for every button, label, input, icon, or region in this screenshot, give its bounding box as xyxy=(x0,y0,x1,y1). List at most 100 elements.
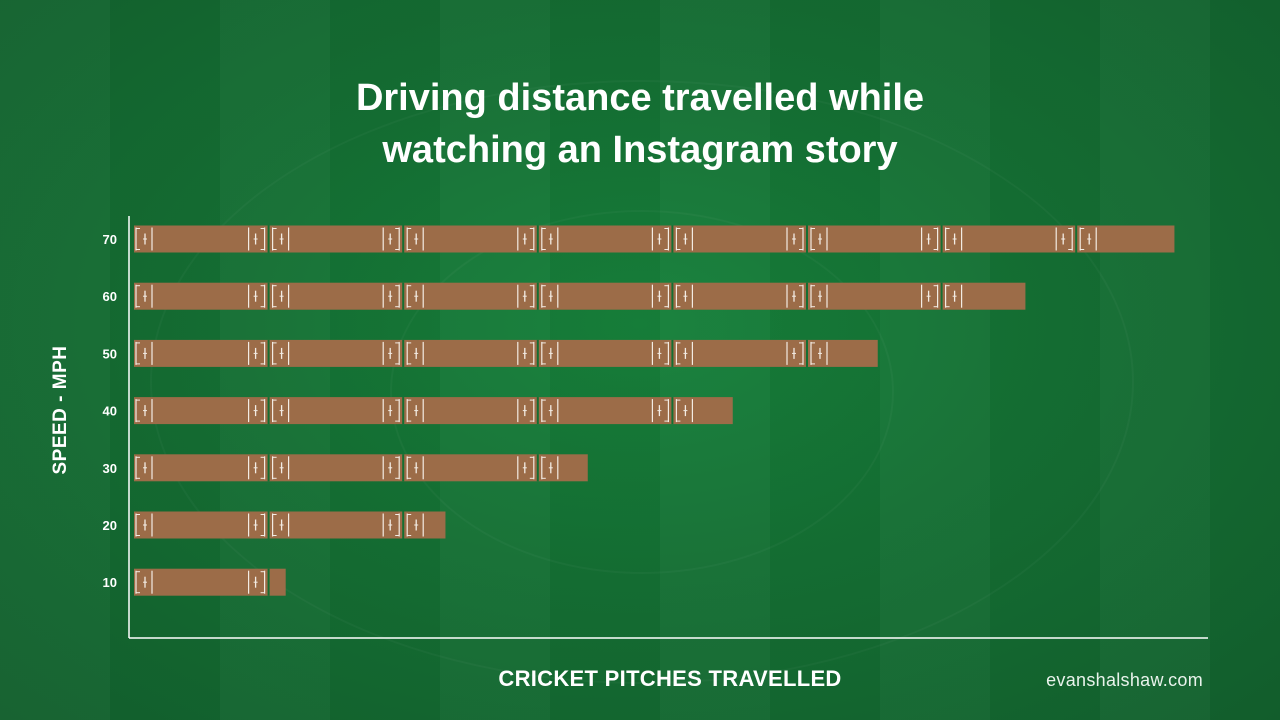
crease-marking xyxy=(1079,227,1097,251)
bar-60-mph xyxy=(134,282,1026,310)
pitch-gap xyxy=(536,282,539,310)
crease-marking xyxy=(541,284,559,308)
crease-marking xyxy=(675,284,694,308)
pitch-gap xyxy=(536,454,539,482)
pitch-gap xyxy=(267,397,270,425)
crease-marking xyxy=(406,284,424,308)
crease-marking xyxy=(786,284,804,308)
crease-marking xyxy=(651,399,670,423)
pitch-gap xyxy=(267,339,270,367)
crease-marking xyxy=(382,284,400,308)
crease-marking xyxy=(406,456,424,480)
crease-marking xyxy=(944,284,963,308)
pitch-gap xyxy=(940,282,943,310)
crease-marking xyxy=(248,513,266,537)
crease-marking xyxy=(517,341,535,365)
crease-marking xyxy=(541,399,559,423)
pitch-gap xyxy=(402,339,405,367)
crease-marking xyxy=(517,284,535,308)
pitch-gap xyxy=(267,568,270,596)
crease-marking xyxy=(406,399,424,423)
crease-marking xyxy=(272,513,290,537)
x-axis-label: CRICKET PITCHES TRAVELLED xyxy=(498,666,842,691)
crease-marking xyxy=(272,399,290,423)
pitch-gap xyxy=(536,397,539,425)
pitch-gap xyxy=(671,282,674,310)
crease-marking xyxy=(248,284,266,308)
crease-marking xyxy=(272,284,290,308)
crease-marking xyxy=(248,399,266,423)
crease-marking xyxy=(135,570,153,594)
pitch-gap xyxy=(402,282,405,310)
crease-marking xyxy=(1055,227,1073,251)
crease-marking xyxy=(944,227,963,251)
crease-marking xyxy=(382,399,400,423)
bar-10-mph xyxy=(134,568,286,596)
crease-marking xyxy=(651,341,670,365)
pitch-gap xyxy=(806,282,808,310)
bar-40-mph xyxy=(134,397,733,425)
crease-marking xyxy=(272,227,290,251)
crease-marking xyxy=(382,513,400,537)
crease-marking xyxy=(675,399,694,423)
crease-marking xyxy=(248,227,266,251)
y-tick-label-40: 40 xyxy=(103,404,117,419)
crease-marking xyxy=(786,227,804,251)
y-tick-label-60: 60 xyxy=(103,289,117,304)
crease-marking xyxy=(382,456,400,480)
crease-marking xyxy=(651,284,670,308)
crease-marking xyxy=(651,227,670,251)
crease-marking xyxy=(248,570,266,594)
crease-marking xyxy=(517,227,535,251)
pitch-gap xyxy=(402,397,405,425)
pitch-gap xyxy=(267,225,270,253)
bar-30-mph xyxy=(134,454,588,482)
pitch-gap xyxy=(536,339,539,367)
y-tick-label-70: 70 xyxy=(103,232,117,247)
crease-marking xyxy=(135,341,153,365)
y-axis-label: SPEED - MPH xyxy=(50,345,71,475)
bar-70-mph xyxy=(134,225,1175,253)
pitch-gap xyxy=(402,225,405,253)
crease-marking xyxy=(135,227,153,251)
crease-marking xyxy=(406,341,424,365)
crease-marking xyxy=(382,341,400,365)
crease-marking xyxy=(810,227,828,251)
crease-marking xyxy=(541,456,559,480)
pitch-bar-30 xyxy=(134,454,588,482)
pitch-gap xyxy=(806,339,808,367)
pitch-gap xyxy=(806,225,808,253)
crease-marking xyxy=(810,341,828,365)
y-tick-label-50: 50 xyxy=(103,346,117,361)
chart-title-line-1: Driving distance travelled while xyxy=(355,77,925,119)
credit-text: evanshalshaw.com xyxy=(1046,670,1203,690)
y-tick-label-20: 20 xyxy=(103,518,117,533)
pitch-bar-50 xyxy=(134,339,878,367)
crease-marking xyxy=(135,399,153,423)
crease-marking xyxy=(517,456,535,480)
pitch-gap xyxy=(402,454,405,482)
pitch-bar-40 xyxy=(134,397,733,425)
pitch-bar-10 xyxy=(134,568,286,596)
crease-marking xyxy=(541,341,559,365)
crease-marking xyxy=(135,513,153,537)
pitch-gap xyxy=(671,339,674,367)
crease-marking xyxy=(810,284,828,308)
crease-marking xyxy=(675,227,694,251)
crease-marking xyxy=(135,284,153,308)
crease-marking xyxy=(135,456,153,480)
pitch-bar-70 xyxy=(134,225,1175,253)
chart-title-line-2: watching an Instagram story xyxy=(382,129,898,171)
pitch-gap xyxy=(402,511,405,539)
crease-marking xyxy=(406,227,424,251)
crease-marking xyxy=(675,341,694,365)
bar-50-mph xyxy=(134,339,878,367)
crease-marking xyxy=(517,399,535,423)
crease-marking xyxy=(382,227,400,251)
crease-marking xyxy=(248,341,266,365)
chart-title: Driving distance travelled while watchin… xyxy=(0,72,1280,176)
pitch-gap xyxy=(671,397,674,425)
crease-marking xyxy=(406,513,424,537)
